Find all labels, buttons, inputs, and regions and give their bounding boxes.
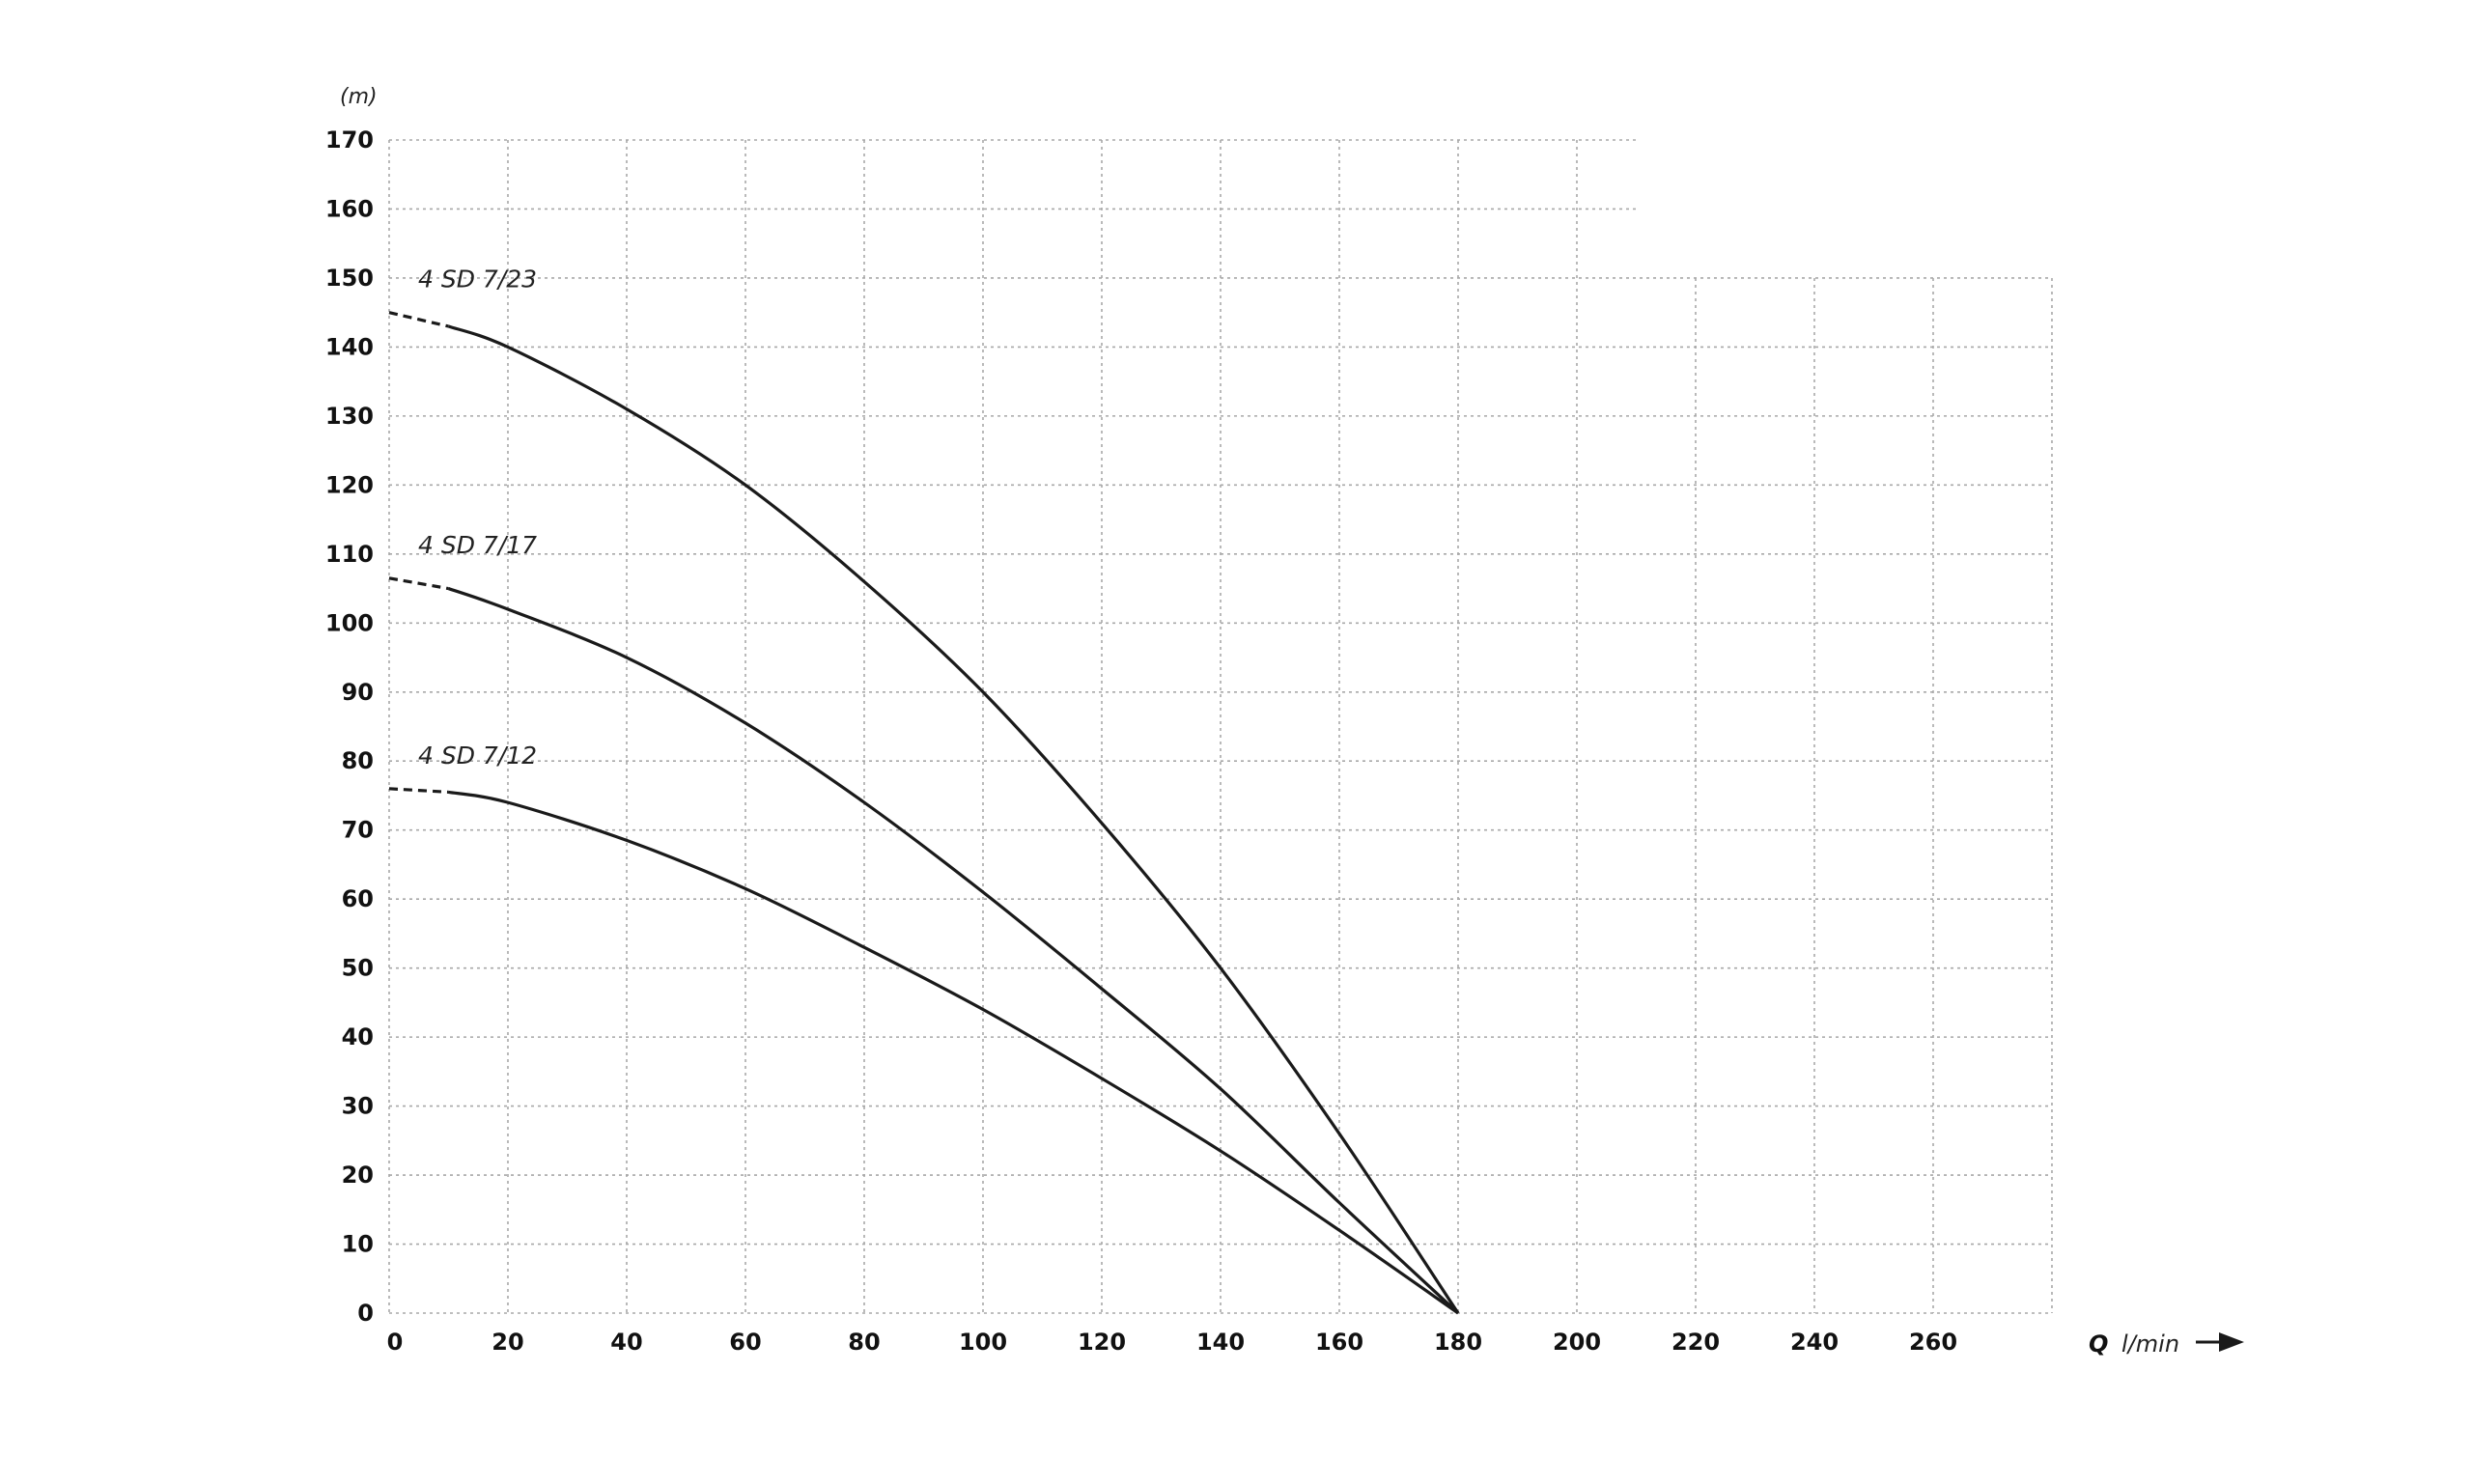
series-labels: 4 SD 7/23 4 SD 7/17 4 SD 7/12	[418, 266, 537, 770]
x-tick-label: 220	[1671, 1329, 1720, 1356]
x-tick-label: 260	[1909, 1329, 1957, 1356]
series-line-dashed-start	[388, 576, 449, 591]
y-tick-label: 40	[342, 1023, 374, 1050]
y-tick-label: 10	[342, 1231, 374, 1258]
series-line	[448, 790, 1459, 1315]
y-tick-label: 170	[325, 126, 374, 154]
y-tick-label: 80	[342, 747, 374, 774]
y-tick-label: 60	[342, 885, 374, 912]
y-tick-label: 110	[325, 541, 374, 568]
y-tick-label: 70	[342, 817, 374, 844]
y-tick-label: 130	[325, 403, 374, 430]
x-axis-label: Q l/min	[2089, 1330, 2179, 1358]
y-tick-label: 20	[342, 1162, 374, 1189]
x-tick-label: 60	[729, 1329, 761, 1356]
y-tick-label: 150	[325, 265, 374, 292]
series-line-dashed-start	[388, 311, 449, 328]
series-line	[447, 324, 1460, 1314]
series-line-dashed-start	[388, 787, 449, 794]
x-tick-label: 20	[492, 1329, 523, 1356]
y-tick-label: 140	[325, 333, 374, 360]
x-tick-label: 240	[1790, 1329, 1839, 1356]
x-axis-unit: l/min	[2121, 1330, 2179, 1358]
x-tick-label: 140	[1196, 1329, 1245, 1356]
x-tick-label: 200	[1553, 1329, 1601, 1356]
x-tick-label: 80	[848, 1329, 880, 1356]
x-tick-label: 160	[1315, 1329, 1363, 1356]
series-label: 4 SD 7/12	[418, 742, 537, 770]
series-label: 4 SD 7/23	[418, 266, 537, 294]
y-tick-label: 50	[342, 955, 374, 982]
y-tick-label: 160	[325, 195, 374, 222]
x-axis-symbol: Q	[2089, 1330, 2108, 1358]
y-tick-label: 120	[325, 471, 374, 498]
y-tick-label: 30	[342, 1093, 374, 1120]
grid-layer	[388, 139, 2053, 1314]
x-axis-arrow-icon	[2196, 1332, 2244, 1352]
x-tick-label: 0	[387, 1329, 404, 1356]
y-tick-labels: 0 10 20 30 40 50 60 70 80 90 100 110 120 130 140 150 160…	[325, 126, 374, 1327]
series-label: 4 SD 7/17	[418, 531, 537, 559]
x-tick-label: 100	[959, 1329, 1007, 1356]
x-tick-label: 180	[1434, 1329, 1482, 1356]
x-tick-label: 40	[610, 1329, 642, 1356]
y-tick-label: 100	[325, 609, 374, 636]
y-tick-label: 0	[357, 1300, 374, 1327]
series-line	[447, 587, 1460, 1315]
x-tick-labels: 0 20 40 60 80 100 120 140 160 180 200 220 240 260	[387, 1329, 1957, 1356]
series-lines	[388, 311, 1460, 1315]
x-tick-label: 120	[1078, 1329, 1126, 1356]
y-axis-unit-label: (m)	[340, 85, 378, 109]
y-tick-label: 90	[342, 679, 374, 706]
